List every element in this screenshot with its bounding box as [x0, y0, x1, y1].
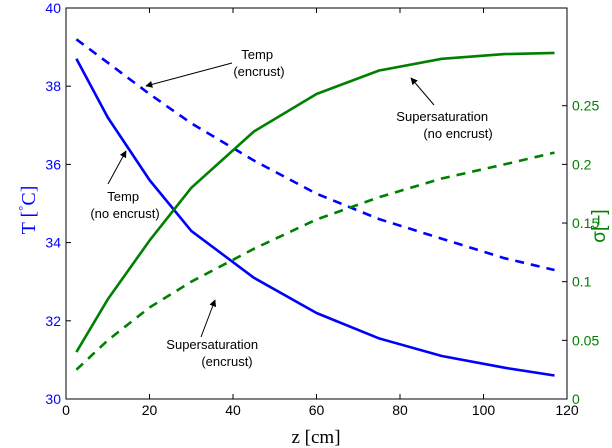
svg-text:Supersaturation (no encr: Supersaturation (no encrust)	[396, 109, 492, 141]
y-left-tick-label: 32	[45, 313, 61, 329]
series-line-1	[75, 38, 555, 272]
annotation-temp-no-encrust: Temp (no encrust)	[90, 150, 160, 221]
x-tick-label: 20	[142, 402, 158, 418]
y-right-tick-label: 0	[572, 391, 580, 407]
y-left-label-degree: °	[15, 206, 30, 211]
arrow-temp-encrust	[145, 62, 233, 88]
x-tick-label: 0	[62, 402, 70, 418]
svg-text:Temp (encrust): Temp (encrust)	[233, 47, 284, 79]
annotation-supersat-no-encrust: Supersaturation (no encrust)	[396, 77, 493, 141]
y-axis-right-label: σ[−]	[589, 209, 610, 242]
y-right-tick-label: 0.1	[572, 274, 592, 290]
annotation-line: (no encrust)	[423, 126, 492, 141]
annotation-line: (encrust)	[233, 64, 284, 79]
annotation-supersat-encrust: Supersaturation (encrust)	[166, 299, 261, 369]
y-left-tick-label: 36	[45, 156, 61, 172]
svg-text:Temp (no encrust): Temp (no encrust)	[90, 189, 159, 221]
y-right-tick-label: 0.15	[572, 215, 599, 231]
y-left-label-main: T	[18, 218, 40, 235]
y-left-label-bracket: [	[18, 211, 40, 218]
arrow-supersat-encrust	[200, 299, 217, 338]
x-tick-label: 80	[392, 402, 408, 418]
annotation-line: Temp	[107, 189, 139, 204]
annotation-line: (encrust)	[201, 354, 252, 369]
y-left-label-unit: C]	[18, 186, 40, 206]
y-left-tick-label: 34	[45, 235, 61, 251]
x-tick-label: 60	[309, 402, 325, 418]
annotation-temp-encrust: Temp (encrust)	[145, 47, 285, 88]
x-tick-label: 120	[555, 402, 579, 418]
arrow-supersat-no-encrust	[410, 77, 435, 106]
annotation-line: Supersaturation	[166, 337, 258, 352]
svg-text:Supersaturation (encrust: Supersaturation (encrust)	[166, 337, 261, 369]
annotation-line: Temp	[241, 47, 273, 62]
y-left-tick-label: 38	[45, 78, 61, 94]
x-axis-label: z [cm]	[291, 427, 340, 448]
y-left-tick-label: 30	[45, 391, 61, 407]
y-axis-left-label: T [°C]	[15, 186, 40, 235]
x-tick-label: 40	[225, 402, 241, 418]
x-tick-label: 100	[472, 402, 496, 418]
annotation-line: (no encrust)	[90, 206, 159, 221]
series-line-3	[75, 151, 555, 371]
series-line-2	[75, 51, 555, 353]
series-line-0	[75, 58, 555, 377]
annotation-line: Supersaturation	[396, 109, 488, 124]
y-right-tick-label: 0.05	[572, 332, 599, 348]
ticks-layer: 0 20 40 60 80 100 120 30 32 34 36 38 40 0 0.05 0.1 0.15 0…	[45, 0, 599, 418]
arrow-temp-no-encrust	[107, 150, 127, 185]
y-left-tick-label: 40	[45, 0, 61, 16]
y-right-tick-label: 0.25	[572, 98, 599, 114]
y-right-tick-label: 0.2	[572, 156, 592, 172]
svg-text:T [°C]: T [°C]	[15, 186, 40, 235]
series-layer	[75, 38, 555, 377]
